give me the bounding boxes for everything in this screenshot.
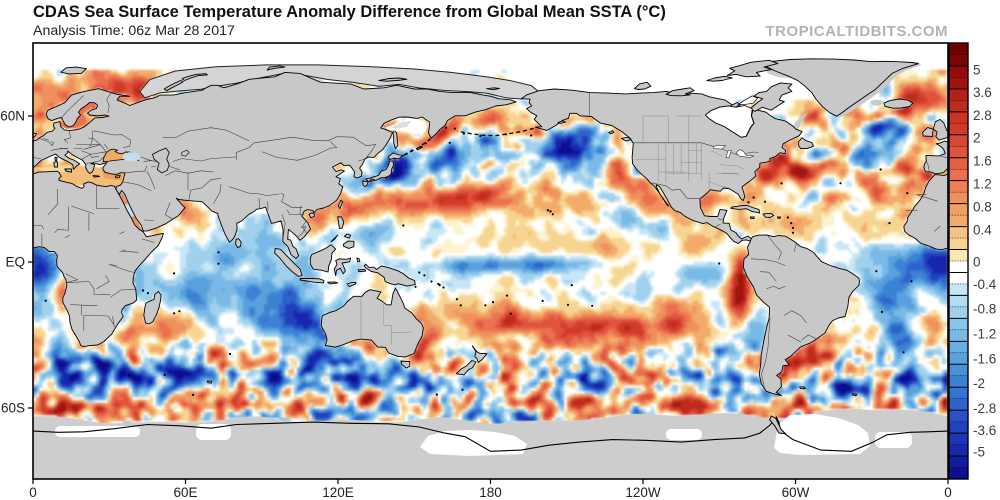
svg-text:TROPICALTIDBITS.COM: TROPICALTIDBITS.COM <box>765 23 948 40</box>
svg-text:-5: -5 <box>973 445 985 460</box>
svg-text:-2: -2 <box>973 376 985 391</box>
svg-text:60N: 60N <box>0 109 25 124</box>
svg-text:2.8: 2.8 <box>973 108 992 123</box>
svg-text:0.4: 0.4 <box>973 223 992 238</box>
svg-text:-1.2: -1.2 <box>973 327 996 342</box>
svg-text:60E: 60E <box>173 485 197 500</box>
svg-text:180: 180 <box>479 485 502 500</box>
svg-text:CDAS Sea Surface Temperature A: CDAS Sea Surface Temperature Anomaly Dif… <box>33 3 666 21</box>
svg-text:0.8: 0.8 <box>973 200 992 215</box>
svg-text:-0.8: -0.8 <box>973 302 996 317</box>
svg-text:1.2: 1.2 <box>973 177 992 192</box>
svg-text:1.6: 1.6 <box>973 154 992 169</box>
svg-text:120E: 120E <box>322 485 354 500</box>
svg-text:0: 0 <box>944 485 952 500</box>
svg-text:120W: 120W <box>625 485 661 500</box>
svg-text:-0.4: -0.4 <box>973 277 997 292</box>
svg-text:-1.6: -1.6 <box>973 352 996 367</box>
svg-text:2: 2 <box>973 131 981 146</box>
svg-text:3.6: 3.6 <box>973 85 992 100</box>
svg-text:60W: 60W <box>782 485 810 500</box>
svg-text:-3.6: -3.6 <box>973 423 996 438</box>
svg-text:Analysis Time: 06z Mar 28 2017: Analysis Time: 06z Mar 28 2017 <box>33 23 235 39</box>
svg-text:0: 0 <box>29 485 37 500</box>
svg-text:5: 5 <box>973 63 981 78</box>
svg-text:EQ: EQ <box>5 255 25 270</box>
svg-text:0: 0 <box>973 255 981 270</box>
svg-text:60S: 60S <box>1 401 25 416</box>
svg-text:-2.8: -2.8 <box>973 401 996 416</box>
